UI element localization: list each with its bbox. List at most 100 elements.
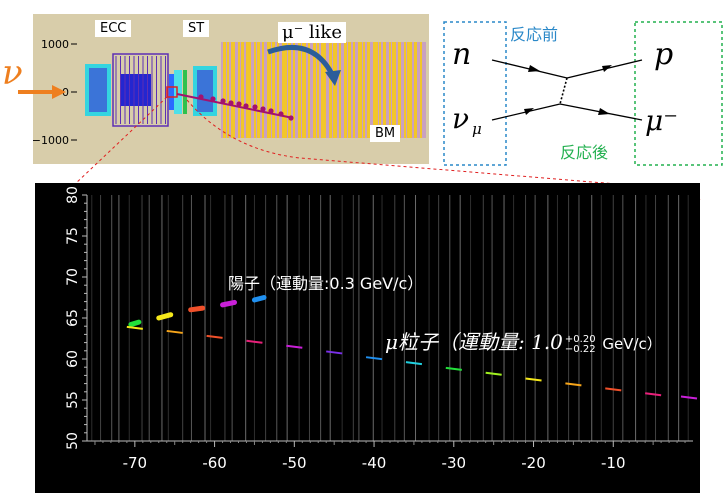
bm-stripe [414,42,417,138]
bm-stripe [227,42,229,138]
neutrino-subscript: μ [472,120,482,138]
bm-stripe [392,42,396,138]
muon-uncertainty: +0.20 −0.22 [564,333,596,355]
emulsion-lines [91,195,689,441]
track-hit [228,100,234,106]
bm-stripe [389,42,391,138]
bm-stripe [373,42,378,138]
y-tick-label: 60 [65,350,81,368]
zoom-region-box [166,86,178,98]
bm-stripe [254,42,256,138]
muon-label-suffix: GeV/c） [597,335,662,353]
x-tick-label: -30 [442,454,467,472]
plot-axes [82,194,693,447]
bm-stripe [420,42,422,138]
muon-sub: −0.22 [564,343,596,355]
bm-stripe [313,42,316,138]
proton-segment [220,299,238,308]
neutron-symbol: n [452,37,471,72]
x-unit-label: (mm) [42,468,75,482]
y-tick-labels: 80 75 70 65 60 55 50 [65,186,81,450]
track-hit [198,94,204,100]
mu-like-arrowhead [325,70,341,86]
bm-stripe [238,42,240,138]
bm-stripe [298,42,301,138]
st-label: ST [183,20,210,37]
bm-stripe [333,42,337,138]
bm-stripe [383,42,386,138]
bm-stripe [379,42,381,138]
bm-stripe [288,42,291,138]
track-hit [236,101,242,107]
ecc-label: ECC [95,20,132,37]
bm-stripe [367,42,370,138]
y-tick-label: 65 [65,309,81,327]
bm-stripe [272,42,275,138]
track-hit [278,111,284,117]
proton-label: 陽子（運動量:0.3 GeV/c） [228,274,424,293]
y-tick-label: 55 [65,391,81,409]
y-tick-0: 0 [62,86,69,99]
x-tick-label: -60 [202,454,227,472]
after-label: 反応後 [560,143,608,162]
before-box [443,21,507,166]
upstream-module-core [89,68,107,112]
x-tick-labels: -70 -60 -50 -40 -30 -20 -10 [123,454,626,472]
muon-segment [166,329,183,334]
bm-stripe [267,42,271,138]
muon-segment [680,395,698,400]
bm-stripe [358,42,362,138]
ecc-block [169,74,174,110]
track-hit [210,96,216,102]
muon-segment [565,382,582,387]
track-hit [288,115,294,121]
muon-segment [126,325,143,330]
muon-segment [485,371,502,376]
bm-stripe [407,42,412,138]
mu-like-arrow [267,44,336,78]
y-tick-label: 80 [65,186,81,204]
muon-segment [246,339,263,344]
y-tick-label: 70 [65,268,81,286]
bm-stripe [404,42,406,138]
muon-track [126,325,698,400]
bm-stripe [262,42,264,138]
bm-stripe [339,42,341,138]
proton-segment [128,319,142,328]
muon-segment [525,377,542,382]
x-tick-label: -70 [123,454,148,472]
muon-segment [405,361,423,366]
muon-sup: +0.20 [564,333,596,345]
bm-stripe [257,42,260,138]
track-hit [268,108,274,114]
muon-segment [365,356,383,361]
bm-stripe [398,42,401,138]
st-green [183,70,187,114]
neutrino-arrow [18,85,66,99]
track-hit [260,106,266,112]
bm-stripe [277,42,279,138]
bm-stripe [317,42,319,138]
bm-label: BM [370,125,401,142]
bm-stripe [302,42,306,138]
mu-like-label: μ⁻ like [278,22,346,43]
muon-label-prefix: μ粒子（運動量: 1.0 [385,330,563,354]
x-tick-label: -40 [362,454,387,472]
muon-segment [206,334,223,339]
track-hit [252,104,258,110]
bm-stripe [241,42,244,138]
y-tick-1000: 1000 [41,38,69,51]
y-tick-minus1000: −1000 [33,134,69,147]
after-box [634,21,723,166]
muon-segment [445,366,462,371]
before-label: 反応前 [510,25,558,44]
x-tick-label: -10 [601,454,626,472]
muon-segment [326,350,343,355]
proton-segment [251,295,267,303]
y-tick-label: 75 [65,227,81,245]
neutrino-base: ν [452,102,469,135]
proton-segment [156,312,174,321]
proton-symbol: p [654,37,673,72]
proton-track [128,295,267,328]
x-tick-label: -50 [282,454,307,472]
